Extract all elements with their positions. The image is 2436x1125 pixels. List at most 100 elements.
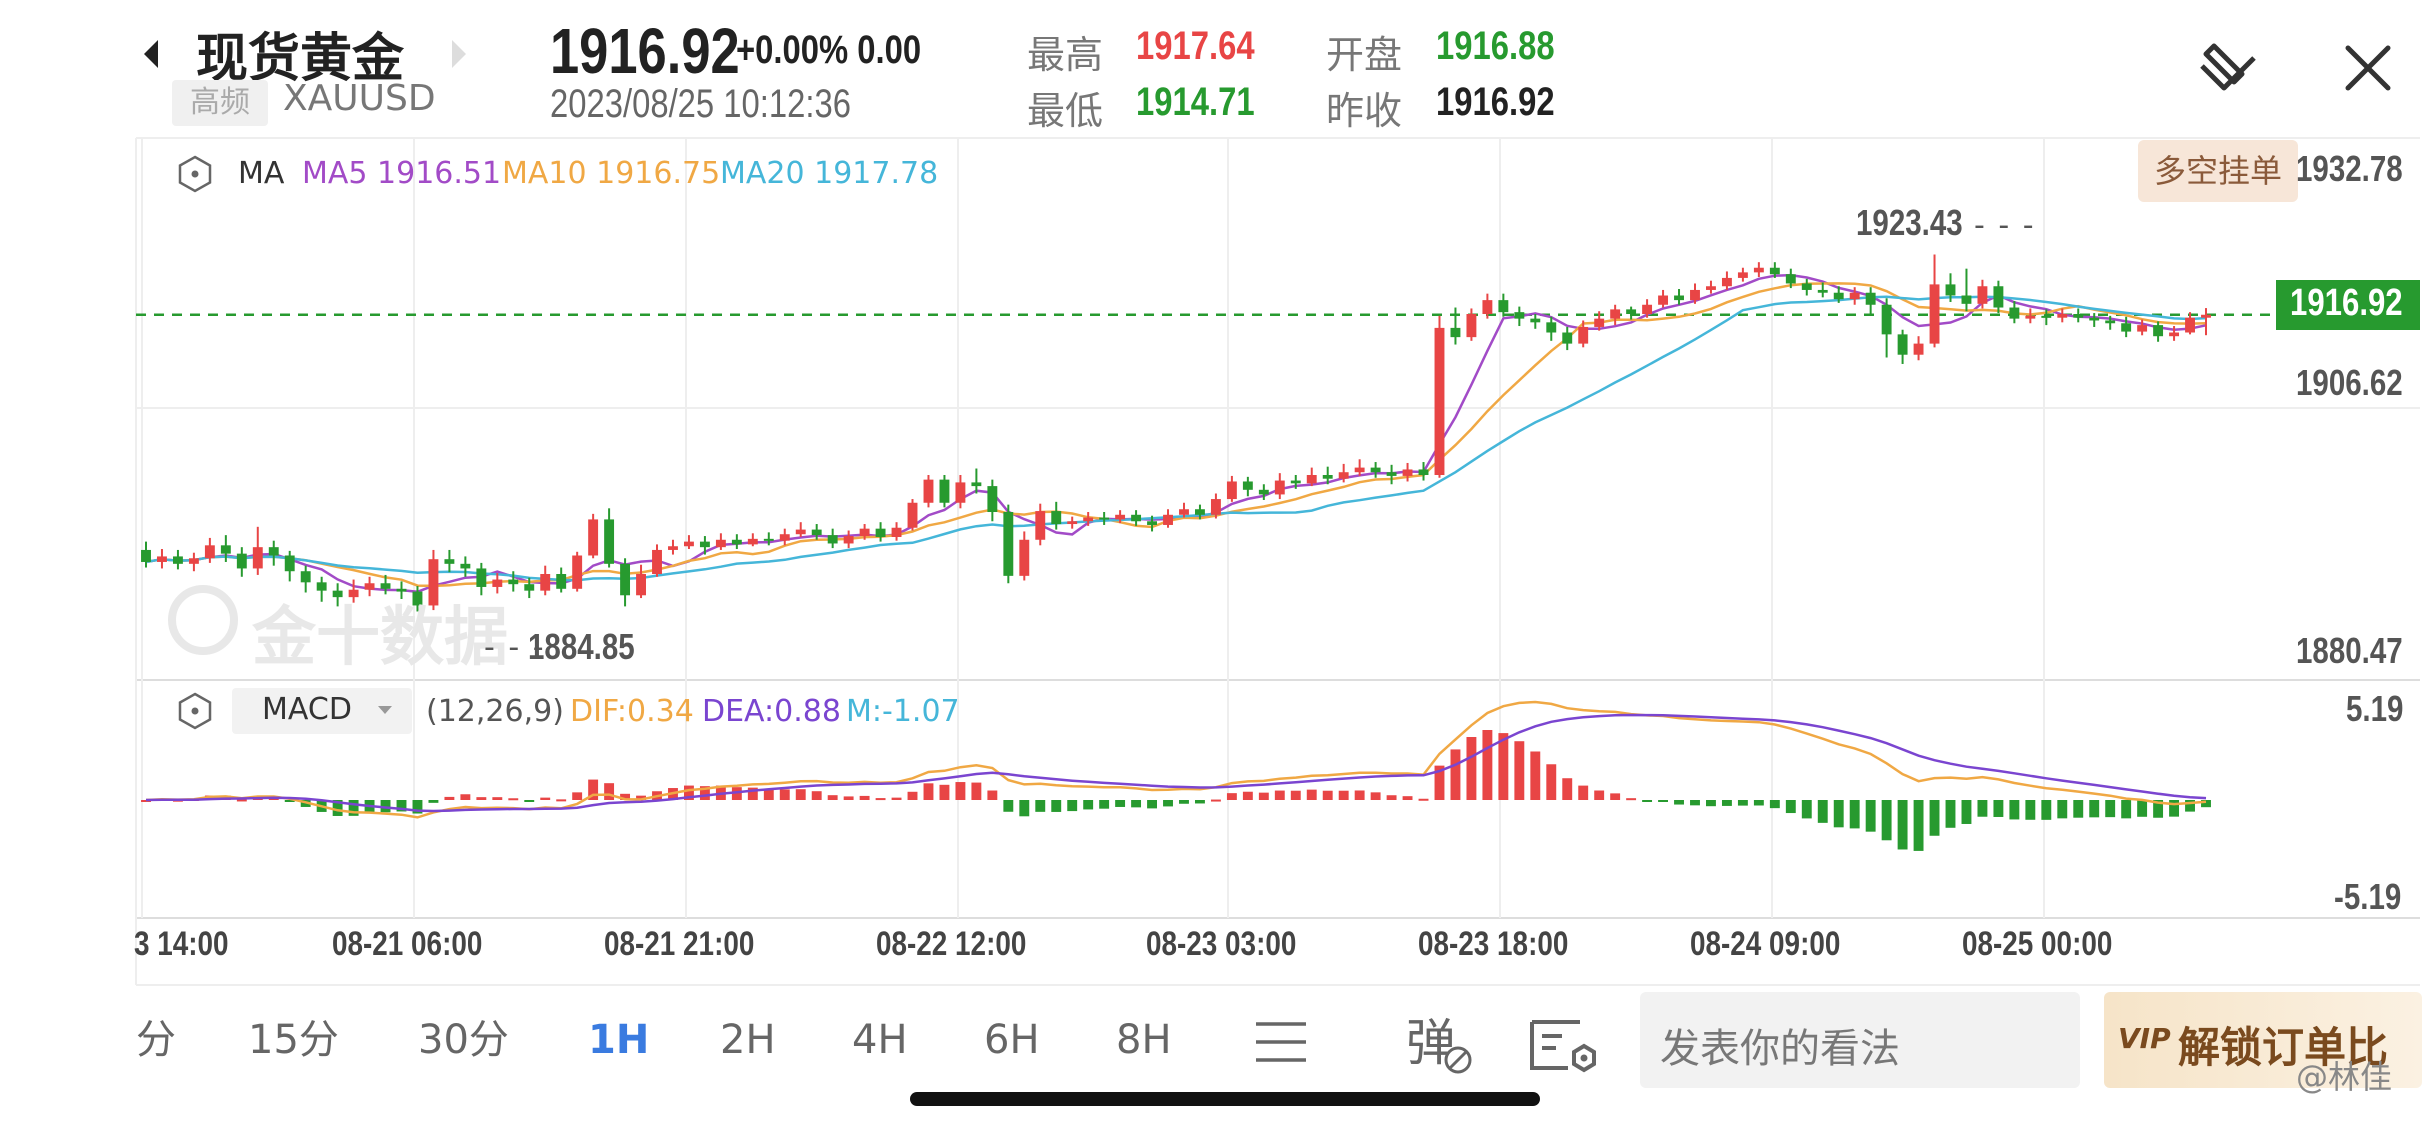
low-marker: 1884.85 — [528, 626, 635, 667]
candle-body — [1977, 286, 1988, 304]
ma10-line — [145, 282, 2207, 588]
tab-2h[interactable]: 2H — [720, 1017, 776, 1063]
macd-bar — [843, 796, 854, 800]
macd-bar — [1594, 790, 1605, 800]
low-value: 1914.71 — [1136, 80, 1255, 124]
menu-lines-icon — [1256, 1022, 1306, 1062]
tab-15min[interactable]: 15分 — [248, 1017, 339, 1063]
candle-body — [699, 541, 710, 548]
candle-body — [476, 568, 487, 587]
next-symbol-button[interactable] — [446, 34, 472, 74]
macd-bar — [1658, 800, 1669, 802]
candle-body — [1817, 289, 1828, 293]
macd-bar — [1418, 798, 1429, 801]
unlock-order-ratio-button[interactable]: VIP 解锁订单比 — [2104, 992, 2422, 1088]
open-label: 开盘 — [1326, 33, 1403, 77]
ma-settings-button[interactable] — [176, 155, 214, 193]
candle-body — [1290, 480, 1301, 484]
draw-tool-button[interactable] — [2196, 36, 2260, 100]
back-button[interactable] — [138, 34, 164, 74]
macd-bar — [1721, 800, 1732, 806]
macd-settings-button[interactable] — [176, 692, 214, 730]
candle-body — [2105, 320, 2116, 324]
long-short-order-button[interactable]: 多空挂单 — [2138, 140, 2298, 202]
macd-bar — [252, 796, 263, 800]
candle-body — [1370, 467, 1381, 473]
macd-bar — [636, 795, 646, 800]
macd-bar — [1210, 799, 1221, 802]
candle-body — [779, 534, 790, 541]
macd-bar — [1737, 800, 1748, 806]
candle-body — [1961, 295, 1972, 304]
candle-body — [1626, 309, 1637, 315]
weibo-watermark: @林佳 — [2296, 1058, 2393, 1096]
candle-body — [1865, 292, 1876, 305]
macd-bar — [2185, 800, 2195, 812]
tab-6h[interactable]: 6H — [984, 1017, 1040, 1063]
candle-body — [252, 547, 263, 569]
macd-bar — [1131, 800, 1142, 808]
macd-indicator-select[interactable]: MACD — [232, 688, 412, 734]
macd-bar — [556, 799, 567, 802]
macd-bar — [188, 799, 199, 802]
tab-30min[interactable]: 30分 — [418, 1017, 509, 1063]
macd-bar — [2105, 800, 2116, 818]
macd-bar — [1083, 800, 1094, 810]
tab-minute[interactable]: 分 — [136, 1017, 176, 1063]
macd-bar — [1115, 800, 1126, 807]
home-indicator — [910, 1092, 1540, 1106]
current-price: 1916.92 — [550, 15, 740, 87]
candle-body — [1434, 327, 1445, 475]
kline-chart[interactable] — [0, 0, 2436, 1000]
tab-4h[interactable]: 4H — [852, 1017, 908, 1063]
candle-body — [1450, 327, 1461, 338]
candle-body — [843, 536, 854, 544]
candle-body — [1562, 332, 1573, 344]
more-periods-button[interactable] — [1254, 1020, 1308, 1064]
macd-bar — [1610, 793, 1621, 800]
chart-settings-button[interactable] — [1528, 1014, 1600, 1074]
comment-input[interactable]: 发表你的看法 — [1640, 992, 2080, 1088]
candle-body — [188, 558, 199, 564]
tab-1h[interactable]: 1H — [588, 1017, 650, 1063]
candle-body — [2185, 317, 2195, 333]
macd-bar — [2009, 800, 2020, 820]
time-label: 08-23 03:00 — [1146, 925, 1297, 963]
macd-bar — [1977, 800, 1988, 817]
danmu-toggle-button[interactable]: 弹 — [1404, 1012, 1476, 1076]
macd-bar — [747, 787, 758, 800]
macd-bar — [859, 795, 870, 800]
vip-badge: VIP — [2118, 1022, 2171, 1055]
candle-body — [1115, 514, 1126, 520]
macd-bar — [1179, 800, 1189, 804]
tab-8h[interactable]: 8H — [1116, 1017, 1172, 1063]
macd-axis-top: 5.19 — [2346, 688, 2404, 729]
macd-bar — [540, 797, 551, 800]
axis-bottom-value: 1880.47 — [2296, 630, 2403, 671]
macd-bar — [683, 785, 694, 800]
candle-body — [172, 556, 183, 564]
macd-bar — [987, 790, 998, 800]
high-label: 最高 — [1027, 33, 1104, 77]
low-label: 最低 — [1027, 89, 1104, 133]
candle-body — [1322, 474, 1333, 479]
close-button[interactable] — [2340, 40, 2396, 96]
candle-body — [204, 545, 215, 559]
time-label: 08-21 21:00 — [604, 925, 755, 963]
macd-bar — [939, 784, 950, 800]
candle-body — [2041, 315, 2052, 318]
macd-bar — [1769, 800, 1780, 809]
macd-bar — [1498, 733, 1509, 800]
axis-mid-value: 1906.62 — [2296, 362, 2403, 403]
time-label: 08-23 18:00 — [1418, 925, 1569, 963]
macd-bar — [428, 800, 439, 803]
macd-bar — [1801, 800, 1812, 819]
candle-body — [923, 479, 934, 503]
candle-body — [1003, 512, 1014, 576]
macd-bar — [1913, 800, 1924, 851]
macd-bar — [220, 795, 231, 800]
macd-bar — [332, 800, 343, 816]
macd-bar — [300, 800, 311, 807]
current-price-tag — [2276, 280, 2420, 330]
macd-bar — [157, 798, 167, 801]
